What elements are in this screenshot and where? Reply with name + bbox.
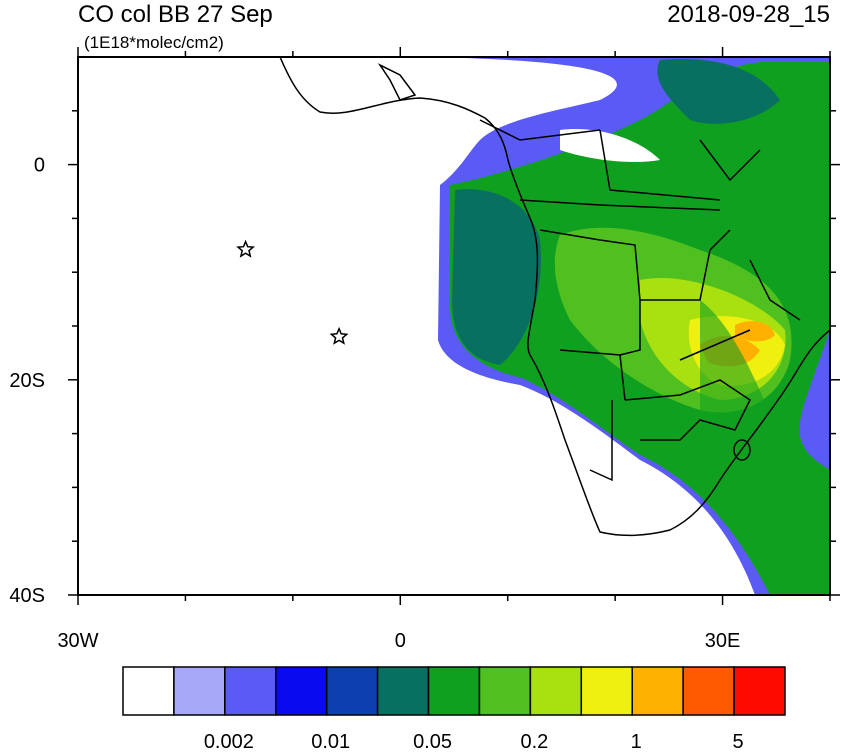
colorbar-label: 0.01 xyxy=(311,731,350,750)
lat-tick-label: 40S xyxy=(9,585,45,607)
title: CO col BB 27 Sep xyxy=(78,1,273,28)
colorbar-box xyxy=(224,666,277,716)
colorbar-label: 0.002 xyxy=(204,731,254,750)
lat-tick-label: 20S xyxy=(9,370,45,392)
colorbar-box xyxy=(122,666,175,716)
colorbar-box xyxy=(529,666,583,716)
colorbar-box xyxy=(275,666,328,716)
colorbar-box xyxy=(580,666,633,716)
colorbar-box xyxy=(427,666,481,716)
site-marker xyxy=(329,326,349,345)
colorbar: 0.002 0.01 0.05 0.2 1 5 xyxy=(122,666,786,753)
colorbar-box xyxy=(173,666,226,716)
colorbar-label: 0.05 xyxy=(413,731,452,750)
colorbar-box xyxy=(682,666,735,716)
lon-tick-label: 30E xyxy=(705,630,741,652)
colorbar-box xyxy=(325,666,379,716)
coastlines xyxy=(279,57,830,537)
colorbar-label: 1 xyxy=(631,731,642,750)
lon-tick-label: 30W xyxy=(57,630,98,652)
colorbar-box xyxy=(733,666,786,716)
lat-tick-label: 0 xyxy=(34,155,45,177)
colorbar-box xyxy=(478,666,532,716)
colorbar-box xyxy=(631,666,684,716)
colorbar-box xyxy=(376,666,430,716)
timestamp: 2018-09-28_15 xyxy=(667,1,830,28)
subtitle: (1E18*molec/cm2) xyxy=(84,33,224,52)
co-field xyxy=(420,57,830,595)
colorbar-label: 0.2 xyxy=(520,731,548,750)
site-marker xyxy=(236,239,256,258)
lon-tick-label: 0 xyxy=(395,630,406,652)
colorbar-label: 5 xyxy=(733,731,744,750)
